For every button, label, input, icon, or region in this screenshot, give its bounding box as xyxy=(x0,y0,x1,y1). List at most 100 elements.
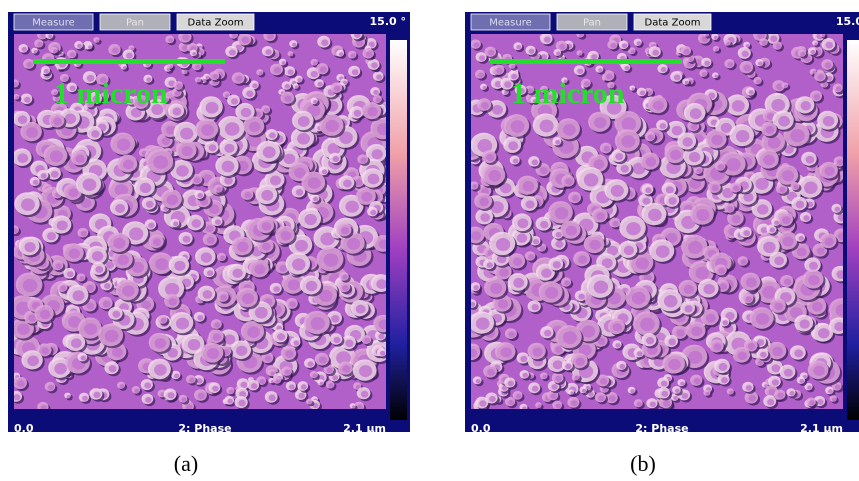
grain-core xyxy=(112,311,120,318)
grain-core xyxy=(112,48,119,54)
grain-core xyxy=(167,195,179,205)
grain-core xyxy=(67,395,71,398)
grain-core xyxy=(488,50,494,56)
grain-core xyxy=(551,394,557,400)
grain-core xyxy=(715,48,718,51)
grain-core xyxy=(760,352,767,358)
grain-core xyxy=(476,379,481,383)
grain-core xyxy=(306,281,318,292)
grain-core xyxy=(236,346,247,356)
grain-core xyxy=(173,108,182,116)
grain-core xyxy=(742,51,749,58)
grain-core xyxy=(194,177,200,183)
grain-core xyxy=(262,243,271,251)
grain-core xyxy=(762,286,776,299)
grain-core xyxy=(342,285,348,291)
grain-core xyxy=(27,62,33,68)
grain-core xyxy=(154,364,167,375)
grain-core xyxy=(189,378,194,383)
grain-core xyxy=(371,62,378,68)
grain-core xyxy=(721,377,728,383)
grain-core xyxy=(609,395,616,401)
grain-core xyxy=(540,167,548,174)
grain-core xyxy=(224,177,233,185)
grain-core xyxy=(17,380,25,387)
grain-core xyxy=(800,379,805,383)
grain-core xyxy=(551,384,557,390)
grain-core xyxy=(723,320,729,325)
panel-caption: (a) xyxy=(174,451,198,476)
scale-max-label: 15.0 ° xyxy=(370,15,406,28)
grain-core xyxy=(691,326,702,336)
grain-core xyxy=(176,318,189,330)
grain-core xyxy=(342,365,350,372)
grain-core xyxy=(197,315,203,320)
grain-core xyxy=(630,389,634,393)
grain-core xyxy=(299,393,305,399)
grain-core xyxy=(361,192,372,202)
grain-core xyxy=(748,343,756,350)
grain-core xyxy=(331,315,339,323)
grain-core xyxy=(22,47,27,52)
grain-core xyxy=(823,83,827,87)
grain-core xyxy=(803,215,809,221)
grain-core xyxy=(255,264,266,274)
grain-core xyxy=(378,334,384,340)
grain-core xyxy=(84,323,97,335)
grain-core xyxy=(24,242,35,252)
grain-core xyxy=(513,159,519,164)
grain-core xyxy=(17,153,28,163)
grain-core xyxy=(198,393,205,399)
grain-core xyxy=(541,268,551,278)
grain-core xyxy=(744,65,752,72)
grain-core xyxy=(195,65,200,70)
grain-core xyxy=(154,338,166,349)
scale-bar xyxy=(33,59,225,64)
grain-core xyxy=(523,181,535,192)
grain-core xyxy=(104,283,110,289)
grain-core xyxy=(342,275,347,280)
grain-core xyxy=(207,237,215,244)
grain-core xyxy=(637,402,642,406)
grain-core xyxy=(112,347,123,357)
grain-core xyxy=(327,368,333,373)
grain-core xyxy=(192,52,196,56)
grain-core xyxy=(320,67,327,73)
toolbar-button-label: Pan xyxy=(126,18,144,29)
grain-core xyxy=(317,82,322,87)
grain-core xyxy=(269,132,276,138)
grain-core xyxy=(308,177,321,189)
grain-core xyxy=(343,180,352,188)
grain-core xyxy=(313,197,318,202)
grain-core xyxy=(113,238,125,249)
grain-core xyxy=(105,330,119,342)
grain-core xyxy=(225,122,240,135)
grain-core xyxy=(182,398,187,402)
toolbar-button-label: Measure xyxy=(32,18,75,29)
grain-core xyxy=(749,395,756,402)
grain-core xyxy=(621,165,629,173)
grain-core xyxy=(540,221,548,229)
grain-core xyxy=(613,221,619,226)
grain-core xyxy=(69,248,80,258)
grain-core xyxy=(319,357,327,364)
grain-core xyxy=(650,402,656,408)
grain-core xyxy=(135,389,140,393)
grain-core xyxy=(109,365,117,372)
grain-core xyxy=(615,343,620,348)
grain-core xyxy=(746,44,750,47)
grain-core xyxy=(359,365,372,377)
grain-core xyxy=(209,144,217,151)
grain-core xyxy=(249,122,261,133)
grain-core xyxy=(732,215,741,223)
grain-core xyxy=(689,57,693,61)
grain-core xyxy=(180,128,193,140)
grain-core xyxy=(297,133,310,145)
grain-core xyxy=(146,201,154,208)
grain-core xyxy=(285,350,293,358)
grain-core xyxy=(206,225,214,232)
grain-core xyxy=(313,100,317,104)
toolbar-button-label: Pan xyxy=(583,18,601,29)
grain-core xyxy=(298,116,310,127)
grain-core xyxy=(741,259,747,264)
